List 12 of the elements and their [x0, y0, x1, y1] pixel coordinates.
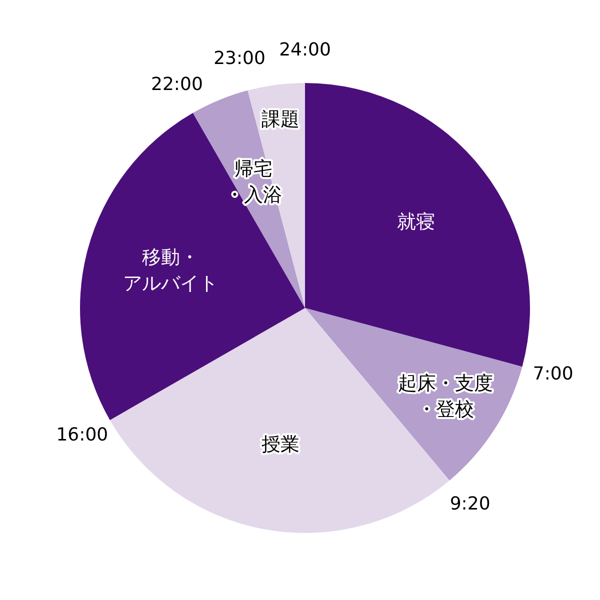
- text: 22:00: [151, 74, 203, 95]
- text: 23:00: [214, 48, 266, 70]
- slice-label: 起床・支度・登校: [398, 372, 493, 421]
- slice-label: 課題: [262, 108, 300, 131]
- text: 24:00: [279, 40, 331, 61]
- slice-label: 授業: [262, 433, 300, 456]
- slice-label: 移動・アルバイト: [122, 246, 218, 295]
- slice-label: 就寝: [396, 211, 435, 234]
- slice-label: 帰宅・入浴: [225, 158, 282, 206]
- text: 7:00: [532, 364, 574, 385]
- text: 9:20: [450, 494, 490, 515]
- text: 16:00: [56, 424, 108, 446]
